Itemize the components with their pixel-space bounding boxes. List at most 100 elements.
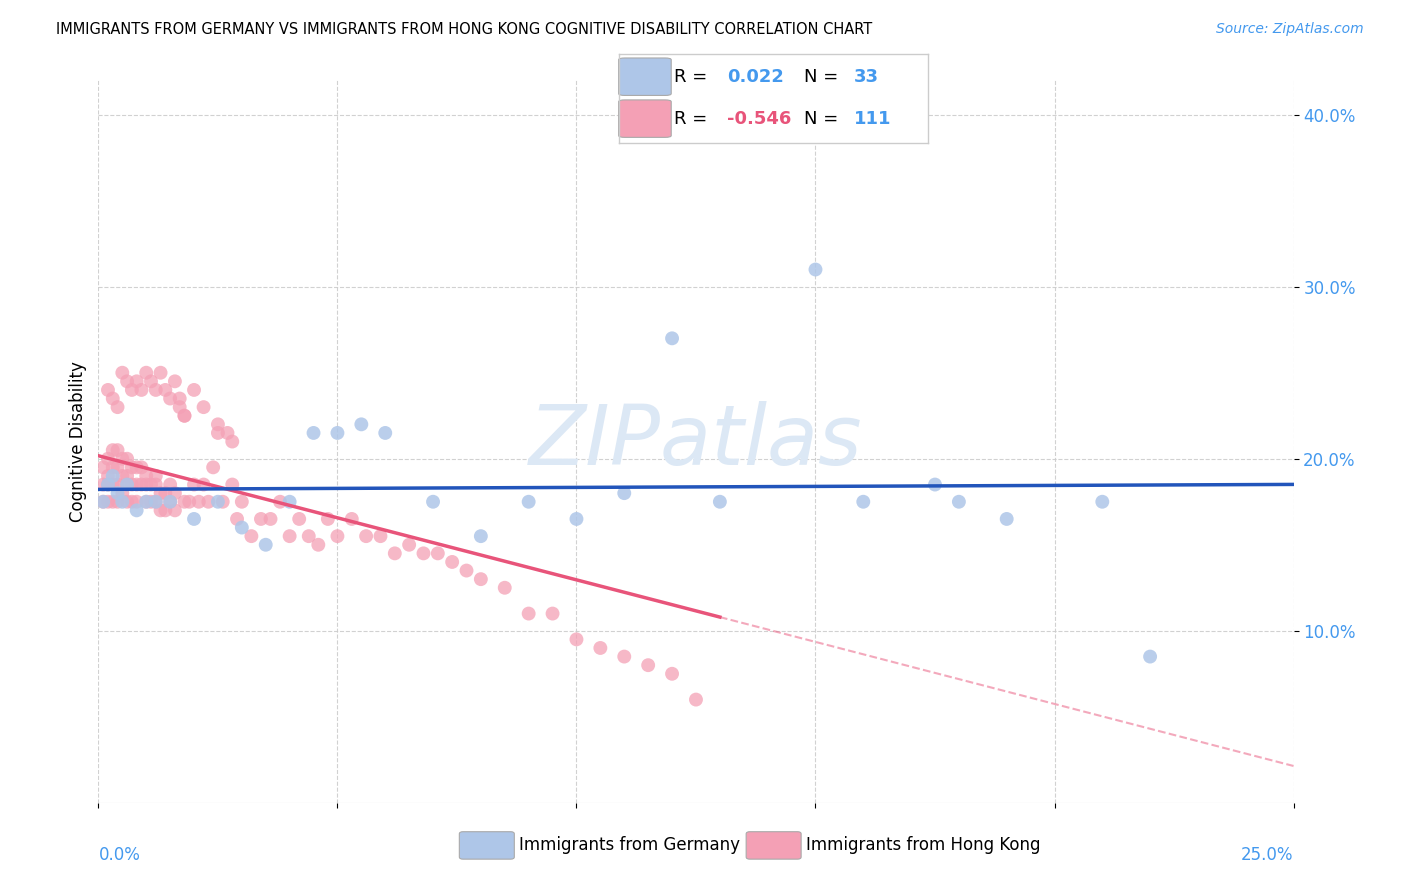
Point (250, 512, 273, 526)
Point (661, 331, 683, 345)
Point (135, 366, 157, 380)
Point (139, 375, 162, 389)
Text: R =: R = (675, 68, 707, 86)
Point (637, 658, 659, 673)
Point (207, 494, 229, 508)
Point (226, 512, 249, 526)
Point (97, 477, 120, 491)
Point (101, 392, 124, 406)
Point (121, 383, 143, 397)
Point (995, 512, 1018, 526)
Text: 0.022: 0.022 (727, 68, 783, 86)
Point (145, 494, 167, 508)
Point (131, 477, 153, 491)
Point (217, 425, 239, 440)
Point (298, 529, 321, 543)
Point (288, 512, 311, 526)
Point (422, 494, 444, 508)
Point (155, 503, 177, 517)
Point (121, 477, 143, 491)
Point (269, 494, 291, 508)
Point (163, 486, 186, 500)
Point (149, 366, 172, 380)
Point (107, 443, 129, 458)
Point (125, 375, 148, 389)
Point (131, 460, 153, 475)
Point (145, 469, 167, 483)
Point (709, 494, 731, 508)
Point (115, 477, 138, 491)
Point (924, 477, 946, 491)
Point (565, 512, 588, 526)
Text: Immigrants from Germany: Immigrants from Germany (519, 837, 740, 855)
Point (163, 503, 186, 517)
Point (494, 581, 516, 595)
Text: R =: R = (675, 110, 707, 128)
Point (384, 546, 406, 560)
Point (398, 538, 420, 552)
Point (173, 409, 195, 423)
Point (125, 494, 148, 508)
Point (354, 529, 377, 543)
Point (101, 469, 124, 483)
Point (541, 607, 564, 621)
Text: 111: 111 (853, 110, 891, 128)
Point (326, 425, 349, 440)
Point (91, 460, 114, 475)
Point (149, 503, 172, 517)
Point (426, 546, 449, 560)
Point (231, 494, 253, 508)
Point (145, 383, 167, 397)
Point (111, 469, 134, 483)
Point (1091, 494, 1114, 508)
Point (97, 451, 120, 466)
Point (135, 494, 157, 508)
Text: N =: N = (804, 68, 838, 86)
Point (115, 469, 138, 483)
Point (179, 494, 201, 508)
Point (149, 486, 172, 500)
Point (613, 649, 636, 664)
Point (97, 469, 120, 483)
Point (135, 469, 157, 483)
Point (948, 494, 970, 508)
Point (101, 443, 124, 458)
Point (139, 477, 162, 491)
Point (661, 666, 683, 681)
Point (139, 494, 162, 508)
Text: IMMIGRANTS FROM GERMANY VS IMMIGRANTS FROM HONG KONG COGNITIVE DISABILITY CORREL: IMMIGRANTS FROM GERMANY VS IMMIGRANTS FR… (56, 22, 873, 37)
Text: Immigrants from Hong Kong: Immigrants from Hong Kong (806, 837, 1040, 855)
Point (211, 494, 233, 508)
Point (91, 494, 114, 508)
Point (316, 512, 339, 526)
Point (187, 494, 209, 508)
Point (111, 486, 134, 500)
Point (240, 529, 263, 543)
Point (173, 494, 195, 508)
Point (374, 425, 396, 440)
Point (163, 375, 186, 389)
Point (207, 425, 229, 440)
Point (125, 503, 148, 517)
Text: 33: 33 (853, 68, 879, 86)
Point (121, 460, 143, 475)
Point (307, 538, 329, 552)
Point (115, 494, 138, 508)
Point (852, 494, 875, 508)
Point (685, 692, 707, 706)
Point (517, 494, 540, 508)
Point (135, 477, 157, 491)
Point (91, 494, 114, 508)
Text: 0.0%: 0.0% (98, 847, 141, 864)
Point (111, 494, 134, 508)
Point (125, 460, 148, 475)
Point (111, 451, 134, 466)
Point (278, 494, 301, 508)
Point (202, 460, 225, 475)
Point (193, 477, 215, 491)
FancyBboxPatch shape (619, 58, 671, 95)
Point (145, 477, 167, 491)
Point (115, 451, 138, 466)
FancyBboxPatch shape (619, 100, 671, 137)
Point (254, 538, 277, 552)
